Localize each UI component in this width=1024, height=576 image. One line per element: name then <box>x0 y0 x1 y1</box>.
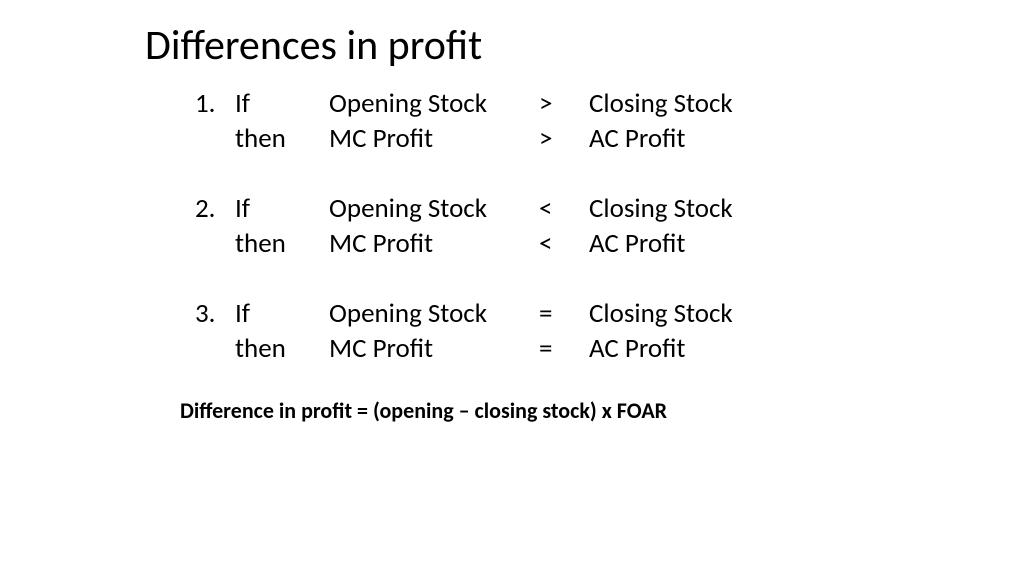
rule-then-line: then MC Profit < AC Profit <box>195 226 1024 261</box>
keyword-if: If <box>235 86 329 121</box>
term-closing-stock: Closing Stock <box>589 296 733 331</box>
rule-number: 2. <box>195 191 235 226</box>
term-ac-profit: AC Profit <box>589 331 685 366</box>
slide: Differences in profit 1. If Opening Stoc… <box>0 0 1024 424</box>
operator: = <box>539 331 589 366</box>
rule-number: 1. <box>195 86 235 121</box>
rule-if-line: 2. If Opening Stock < Closing Stock <box>195 191 1024 226</box>
term-opening-stock: Opening Stock <box>329 86 539 121</box>
term-closing-stock: Closing Stock <box>589 191 733 226</box>
term-closing-stock: Closing Stock <box>589 86 733 121</box>
slide-title: Differences in profit <box>145 20 1024 71</box>
keyword-then: then <box>235 331 329 366</box>
keyword-then: then <box>235 226 329 261</box>
formula-text: Difference in profit = (opening – closin… <box>180 397 1024 424</box>
rule-item: 3. If Opening Stock = Closing Stock then… <box>195 296 1024 366</box>
operator: < <box>539 191 589 226</box>
rule-then-line: then MC Profit > AC Profit <box>195 121 1024 156</box>
term-opening-stock: Opening Stock <box>329 191 539 226</box>
term-ac-profit: AC Profit <box>589 226 685 261</box>
keyword-then: then <box>235 121 329 156</box>
term-mc-profit: MC Profit <box>329 331 539 366</box>
operator: > <box>539 121 589 156</box>
rule-item: 1. If Opening Stock > Closing Stock then… <box>195 86 1024 156</box>
operator: > <box>539 86 589 121</box>
keyword-if: If <box>235 296 329 331</box>
operator: < <box>539 226 589 261</box>
term-mc-profit: MC Profit <box>329 121 539 156</box>
rule-item: 2. If Opening Stock < Closing Stock then… <box>195 191 1024 261</box>
rule-number: 3. <box>195 296 235 331</box>
keyword-if: If <box>235 191 329 226</box>
rule-then-line: then MC Profit = AC Profit <box>195 331 1024 366</box>
rule-if-line: 1. If Opening Stock > Closing Stock <box>195 86 1024 121</box>
term-opening-stock: Opening Stock <box>329 296 539 331</box>
term-mc-profit: MC Profit <box>329 226 539 261</box>
term-ac-profit: AC Profit <box>589 121 685 156</box>
rules-list: 1. If Opening Stock > Closing Stock then… <box>195 86 1024 367</box>
operator: = <box>539 296 589 331</box>
rule-if-line: 3. If Opening Stock = Closing Stock <box>195 296 1024 331</box>
